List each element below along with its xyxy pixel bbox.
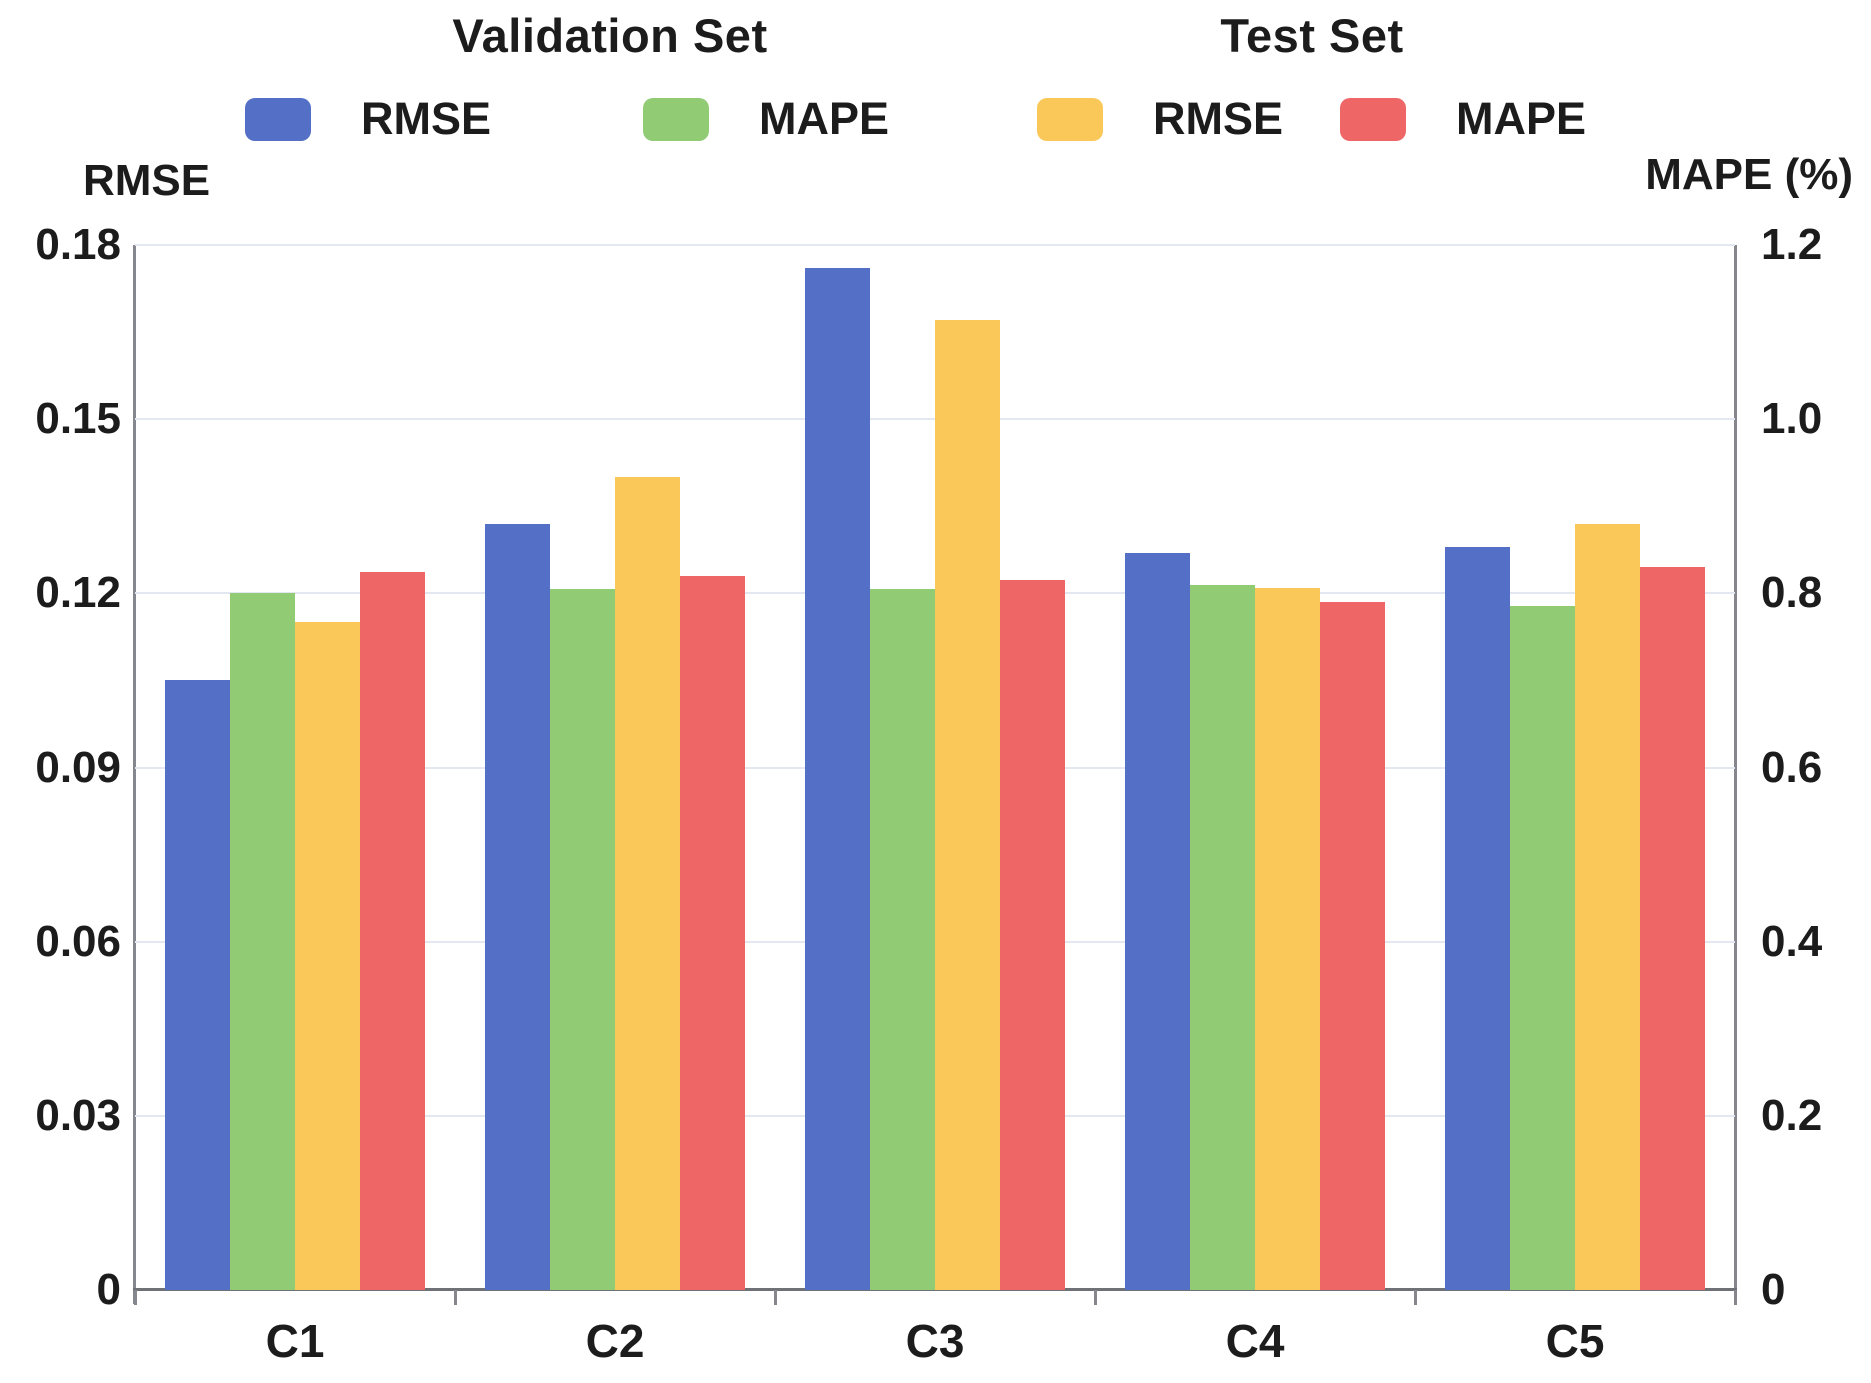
test-mape-label: MAPE bbox=[1456, 93, 1587, 144]
left-axis-tick-label: 0.18 bbox=[35, 220, 121, 269]
bar-validation-rmse-c2 bbox=[485, 523, 550, 1290]
x-axis-label-c1: C1 bbox=[265, 1315, 325, 1367]
x-axis-tick bbox=[134, 1290, 137, 1305]
bar-test-rmse-c3 bbox=[935, 320, 1000, 1290]
bar-test-rmse-c1 bbox=[295, 622, 360, 1290]
bar-validation-mape-c5 bbox=[1510, 606, 1575, 1290]
x-axis-tick bbox=[1414, 1290, 1417, 1305]
plot-area: 0.18 0.15 0.12 0.09 0.06 0.03 0 1.2 1.0 0.8 0.6 0.4… bbox=[35, 223, 1822, 1365]
legend-item-validation-mape: MAPE bbox=[643, 93, 890, 144]
bar-test-mape-c3 bbox=[1000, 580, 1065, 1290]
x-axis-label-c4: C4 bbox=[1225, 1315, 1285, 1367]
right-axis-tick-label: 0.4 bbox=[1761, 916, 1823, 966]
test-mape-swatch bbox=[1340, 97, 1406, 141]
left-axis-tick-label: 0.15 bbox=[35, 394, 121, 444]
bar-test-rmse-c4 bbox=[1255, 587, 1320, 1290]
left-axis-title: RMSE bbox=[83, 156, 211, 205]
validation-mape-label: MAPE bbox=[759, 93, 890, 144]
right-axis-tick-label: 1.2 bbox=[1761, 220, 1823, 269]
bar-validation-rmse-c5 bbox=[1445, 546, 1510, 1290]
x-axis-label-c2: C2 bbox=[585, 1315, 645, 1367]
bar-validation-rmse-c4 bbox=[1125, 552, 1190, 1290]
right-axis-title: MAPE (%) bbox=[1645, 150, 1853, 199]
validation-rmse-label: RMSE bbox=[361, 93, 492, 144]
gridline bbox=[135, 244, 1735, 246]
left-axis-tick-label: 0.09 bbox=[35, 742, 121, 792]
legend-item-validation-rmse: RMSE bbox=[245, 93, 492, 144]
x-axis-tick bbox=[774, 1290, 777, 1305]
test-set-title: Test Set bbox=[1220, 9, 1404, 62]
left-axis-tick-label: 0.06 bbox=[35, 916, 121, 966]
validation-rmse-swatch bbox=[245, 97, 311, 141]
bar-validation-mape-c4 bbox=[1190, 584, 1255, 1290]
x-axis-tick bbox=[1734, 1290, 1737, 1305]
bar-validation-rmse-c3 bbox=[805, 268, 870, 1290]
x-axis-label-c3: C3 bbox=[905, 1315, 965, 1367]
left-axis-tick-label: 0.12 bbox=[35, 568, 121, 618]
bar-test-mape-c4 bbox=[1320, 602, 1385, 1290]
right-axis-tick-label: 0.2 bbox=[1761, 1090, 1823, 1140]
bar-test-mape-c2 bbox=[680, 575, 745, 1290]
right-axis-tick-label: 1.0 bbox=[1761, 394, 1823, 444]
legend-item-test-rmse: RMSE bbox=[1037, 93, 1284, 144]
left-axis-tick-label: 0 bbox=[96, 1265, 121, 1314]
x-axis-tick bbox=[1094, 1290, 1097, 1305]
bar-test-mape-c1 bbox=[360, 571, 425, 1290]
validation-mape-swatch bbox=[643, 97, 709, 141]
bar-validation-rmse-c1 bbox=[165, 680, 230, 1290]
right-axis-tick-label: 0 bbox=[1761, 1265, 1786, 1314]
bar-validation-mape-c3 bbox=[870, 588, 935, 1290]
bar-test-mape-c5 bbox=[1640, 567, 1705, 1290]
test-rmse-swatch bbox=[1037, 97, 1103, 141]
bar-test-rmse-c2 bbox=[615, 477, 680, 1290]
bar-validation-mape-c1 bbox=[230, 593, 295, 1290]
legend-item-test-mape: MAPE bbox=[1340, 93, 1587, 144]
x-axis-tick bbox=[454, 1290, 457, 1305]
test-rmse-label: RMSE bbox=[1153, 93, 1284, 144]
bar-validation-mape-c2 bbox=[550, 588, 615, 1290]
x-axis-label-c5: C5 bbox=[1545, 1315, 1605, 1367]
right-axis-tick-label: 0.6 bbox=[1761, 742, 1823, 792]
validation-set-title: Validation Set bbox=[452, 9, 768, 62]
left-axis-line bbox=[133, 245, 136, 1304]
right-axis-tick-label: 0.8 bbox=[1761, 568, 1823, 618]
left-axis-tick-label: 0.03 bbox=[35, 1090, 121, 1140]
bar-test-rmse-c5 bbox=[1575, 523, 1640, 1290]
right-axis-line bbox=[1734, 245, 1737, 1304]
